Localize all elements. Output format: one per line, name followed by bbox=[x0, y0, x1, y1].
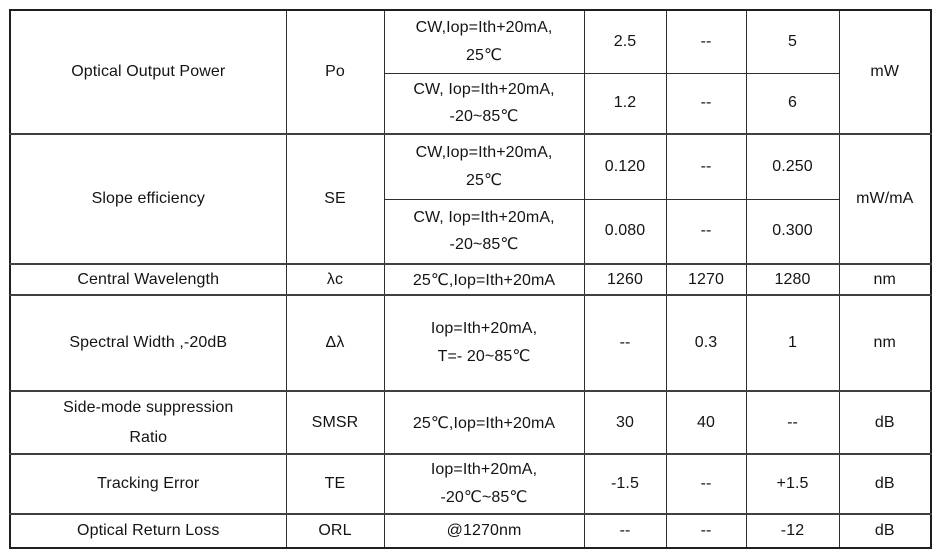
max-value: -12 bbox=[745, 513, 840, 549]
min-value: 0.080 bbox=[583, 198, 667, 265]
min-value: 30 bbox=[583, 390, 667, 455]
parameter-symbol: λc bbox=[285, 263, 385, 296]
max-value: 0.300 bbox=[745, 198, 840, 265]
test-condition: Iop=Ith+20mA, T=- 20~85℃ bbox=[383, 294, 585, 392]
parameter-symbol: ORL bbox=[285, 513, 385, 549]
test-condition: CW, Iop=Ith+20mA, -20~85℃ bbox=[383, 198, 585, 265]
max-value: +1.5 bbox=[745, 453, 840, 515]
min-value: 1260 bbox=[583, 263, 667, 296]
table-row: Spectral Width ,-20dB Δλ Iop=Ith+20mA, T… bbox=[9, 294, 932, 392]
min-value: 1.2 bbox=[583, 72, 667, 135]
parameter-symbol: Δλ bbox=[285, 294, 385, 392]
typ-value: -- bbox=[665, 72, 747, 135]
unit: nm bbox=[838, 294, 932, 392]
typ-value: 0.3 bbox=[665, 294, 747, 392]
table-row: Central Wavelength λc 25℃,Iop=Ith+20mA 1… bbox=[9, 263, 932, 296]
unit: mW bbox=[838, 9, 932, 135]
test-condition: CW, Iop=Ith+20mA, -20~85℃ bbox=[383, 72, 585, 135]
table-row: Optical Return Loss ORL @1270nm -- -- -1… bbox=[9, 513, 932, 549]
unit: dB bbox=[838, 453, 932, 515]
max-value: 5 bbox=[745, 9, 840, 74]
unit: nm bbox=[838, 263, 932, 296]
table-row: Optical Output Power Po CW,Iop=Ith+20mA,… bbox=[9, 9, 932, 135]
min-value: -- bbox=[583, 294, 667, 392]
typ-value: -- bbox=[665, 513, 747, 549]
typ-value: -- bbox=[665, 453, 747, 515]
table-row: CW, Iop=Ith+20mA, -20~85℃ 0.080 -- 0.300 bbox=[10, 198, 931, 265]
min-value: 0.120 bbox=[583, 133, 667, 200]
parameter-name: Spectral Width ,-20dB bbox=[9, 294, 287, 392]
parameter-name: Side-mode suppression Ratio bbox=[9, 390, 287, 455]
unit: mW/mA bbox=[838, 133, 932, 265]
parameter-symbol: Po bbox=[285, 9, 385, 135]
max-value: 0.250 bbox=[745, 133, 840, 200]
laser-spec-table: Optical Output Power Po CW,Iop=Ith+20mA,… bbox=[9, 9, 932, 549]
parameter-name: Central Wavelength bbox=[9, 263, 287, 296]
table-row: Slope efficiency SE CW,Iop=Ith+20mA, 25℃… bbox=[9, 133, 932, 265]
max-value: 6 bbox=[745, 72, 840, 135]
test-condition: 25℃,Iop=Ith+20mA bbox=[383, 390, 585, 455]
typ-value: -- bbox=[665, 133, 747, 200]
table-row: CW, Iop=Ith+20mA, -20~85℃ 1.2 -- 6 bbox=[10, 72, 931, 135]
typ-value: 40 bbox=[665, 390, 747, 455]
test-condition: CW,Iop=Ith+20mA, 25℃ bbox=[383, 9, 585, 74]
spec-table-container: Optical Output Power Po CW,Iop=Ith+20mA,… bbox=[9, 9, 932, 549]
parameter-symbol: SE bbox=[285, 133, 385, 265]
min-value: -1.5 bbox=[583, 453, 667, 515]
test-condition: 25℃,Iop=Ith+20mA bbox=[383, 263, 585, 296]
max-value: 1 bbox=[745, 294, 840, 392]
table-row: Tracking Error TE Iop=Ith+20mA, -20℃~85℃… bbox=[9, 453, 932, 515]
unit: dB bbox=[838, 513, 932, 549]
typ-value: 1270 bbox=[665, 263, 747, 296]
min-value: -- bbox=[583, 513, 667, 549]
min-value: 2.5 bbox=[583, 9, 667, 74]
max-value: -- bbox=[745, 390, 840, 455]
typ-value: -- bbox=[665, 9, 747, 74]
parameter-symbol: SMSR bbox=[285, 390, 385, 455]
table-row: Side-mode suppression Ratio SMSR 25℃,Iop… bbox=[9, 390, 932, 455]
typ-value: -- bbox=[665, 198, 747, 265]
parameter-name: Slope efficiency bbox=[9, 133, 287, 265]
max-value: 1280 bbox=[745, 263, 840, 296]
test-condition: Iop=Ith+20mA, -20℃~85℃ bbox=[383, 453, 585, 515]
test-condition: CW,Iop=Ith+20mA, 25℃ bbox=[383, 133, 585, 200]
test-condition: @1270nm bbox=[383, 513, 585, 549]
parameter-name: Optical Return Loss bbox=[9, 513, 287, 549]
parameter-name: Tracking Error bbox=[9, 453, 287, 515]
unit: dB bbox=[838, 390, 932, 455]
parameter-name: Optical Output Power bbox=[9, 9, 287, 135]
parameter-symbol: TE bbox=[285, 453, 385, 515]
